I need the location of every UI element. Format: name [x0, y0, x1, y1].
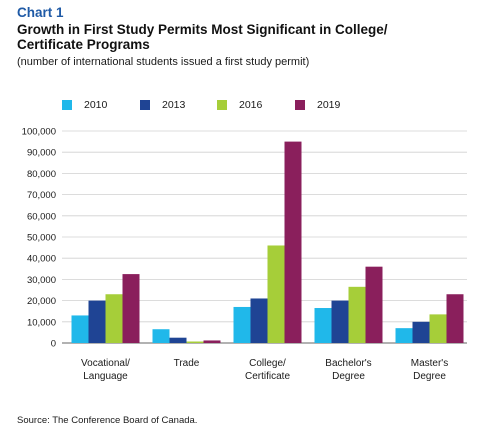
legend-item-2016: 2016 — [217, 97, 262, 113]
bar-2010-4 — [395, 328, 413, 343]
x-tick-label: Degree — [413, 371, 446, 382]
y-tick-label: 80,000 — [27, 169, 56, 180]
bar-2016-3 — [348, 286, 366, 343]
bar-2013-0 — [88, 300, 106, 343]
x-tick-label: Master's — [411, 358, 448, 369]
y-tick-label: 10,000 — [27, 317, 56, 328]
legend: 2010 2013 2016 2019 — [0, 97, 492, 113]
bar-2019-3 — [365, 266, 383, 343]
y-tick-label: 50,000 — [27, 233, 56, 244]
bar-2013-2 — [250, 298, 268, 343]
x-tick-label: Degree — [332, 371, 365, 382]
x-tick-label: Vocational/ — [81, 358, 130, 369]
legend-label-2010: 2010 — [84, 99, 108, 111]
y-tick-label: 60,000 — [27, 211, 56, 222]
x-tick-label: Bachelor's — [325, 358, 371, 369]
y-tick-label: 70,000 — [27, 190, 56, 201]
bar-2019-1 — [203, 340, 221, 343]
chart-label: Chart 1 — [17, 5, 64, 20]
bar-2019-4 — [446, 294, 464, 343]
legend-swatch-2010 — [62, 100, 72, 110]
legend-swatch-2013 — [140, 100, 150, 110]
bar-2013-4 — [412, 321, 430, 343]
legend-swatch-2016 — [217, 100, 227, 110]
bar-2010-0 — [71, 315, 89, 343]
bar-2016-0 — [105, 294, 123, 343]
bar-2016-1 — [186, 341, 204, 343]
bar-2010-3 — [314, 308, 332, 343]
chart-subtitle: (number of international students issued… — [17, 56, 310, 68]
legend-item-2013: 2013 — [140, 97, 185, 113]
legend-item-2010: 2010 — [62, 97, 107, 113]
x-tick-label: Trade — [174, 358, 200, 369]
legend-label-2016: 2016 — [239, 99, 263, 111]
bar-2016-2 — [267, 245, 285, 343]
chart-title: Growth in First Study Permits Most Signi… — [17, 22, 388, 52]
source-note: Source: The Conference Board of Canada. — [17, 415, 198, 426]
x-tick-label: Language — [83, 371, 128, 382]
y-tick-label: 40,000 — [27, 254, 56, 265]
x-tick-label: Certificate — [245, 371, 290, 382]
bar-2019-0 — [122, 274, 140, 343]
bar-2010-1 — [152, 329, 170, 343]
bar-2016-4 — [429, 314, 447, 343]
legend-label-2019: 2019 — [317, 99, 341, 111]
legend-item-2019: 2019 — [295, 97, 340, 113]
y-tick-label: 0 — [51, 339, 56, 350]
bar-2010-2 — [233, 306, 251, 343]
y-tick-label: 20,000 — [27, 296, 56, 307]
y-tick-label: 90,000 — [27, 148, 56, 159]
y-tick-label: 100,000 — [22, 127, 56, 138]
y-tick-label: 30,000 — [27, 275, 56, 286]
bar-2013-3 — [331, 300, 349, 343]
x-tick-label: College/ — [249, 358, 286, 369]
legend-swatch-2019 — [295, 100, 305, 110]
bar-2019-2 — [284, 141, 302, 343]
bar-2013-1 — [169, 337, 187, 343]
legend-label-2013: 2013 — [162, 99, 186, 111]
